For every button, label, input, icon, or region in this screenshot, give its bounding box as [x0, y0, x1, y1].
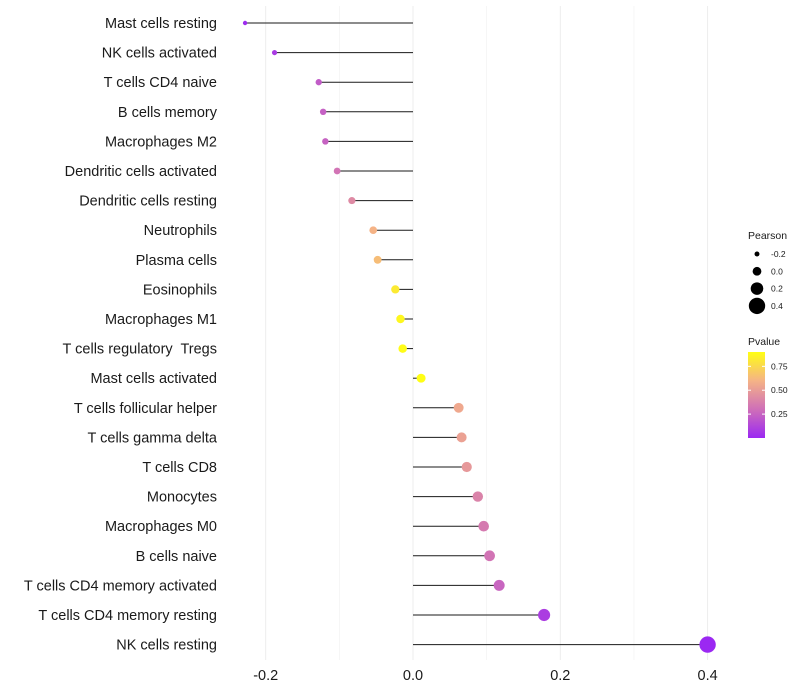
category-label: Macrophages M0: [105, 519, 217, 535]
colorbar-label: 0.25: [771, 409, 788, 419]
data-point: [538, 608, 551, 622]
size-legend-label: 0.4: [771, 301, 783, 311]
grid: [265, 6, 709, 660]
x-tick-label: 0.0: [403, 668, 423, 684]
data-point: [333, 167, 341, 175]
data-point: [416, 373, 426, 383]
data-point: [456, 432, 467, 443]
category-label: T cells CD8: [142, 460, 217, 476]
category-label: Eosinophils: [143, 282, 217, 298]
x-tick-label: 0.4: [698, 668, 718, 684]
size-legend-dot: [752, 266, 762, 276]
category-label: Neutrophils: [144, 223, 217, 239]
category-label: T cells gamma delta: [88, 430, 218, 446]
pearson-legend-title: Pearson: [748, 230, 787, 242]
category-label: Macrophages M2: [105, 134, 217, 150]
colorbar-label: 0.50: [771, 385, 788, 395]
size-legend-dot: [750, 282, 764, 295]
x-tick-label: 0.2: [550, 668, 570, 684]
category-label: NK cells resting: [116, 638, 217, 654]
pvalue-legend-title: Pvalue: [748, 336, 780, 348]
category-labels: Mast cells resting NK cells activated T ce…: [24, 16, 218, 654]
data-point: [319, 108, 327, 116]
x-axis-ticks: -0.2 0.0 0.2 0.4: [253, 668, 717, 684]
category-label: Mast cells activated: [90, 371, 217, 387]
category-label: Macrophages M1: [105, 312, 217, 328]
data-point: [493, 579, 505, 591]
data-point: [461, 461, 472, 473]
data-point: [348, 197, 356, 205]
size-legend-dot: [754, 251, 760, 257]
category-label: T cells CD4 naive: [104, 75, 217, 91]
data-point: [391, 285, 400, 294]
category-label: Plasma cells: [136, 253, 217, 269]
category-label: T cells CD4 memory activated: [24, 578, 217, 594]
size-legend-label: 0.0: [771, 266, 783, 276]
category-label: B cells memory: [118, 105, 218, 121]
data-point: [478, 520, 489, 532]
category-label: Mast cells resting: [105, 16, 217, 32]
data-point: [315, 79, 322, 86]
colorbar-label: 0.75: [771, 361, 788, 371]
x-tick-label: -0.2: [253, 668, 278, 684]
data-point: [373, 255, 382, 264]
pvalue-colorbar: [748, 352, 765, 438]
data-point: [484, 550, 495, 562]
dots: [242, 20, 716, 653]
category-label: Dendritic cells resting: [79, 194, 217, 210]
data-point: [699, 636, 716, 653]
category-label: T cells regulatory Tregs: [63, 342, 217, 358]
size-legend-label: -0.2: [771, 249, 786, 259]
pearson-legend: Pearson -0.2 0.0 0.2 0.4: [748, 230, 787, 315]
category-label: NK cells activated: [102, 46, 217, 62]
category-label: T cells follicular helper: [74, 401, 217, 417]
data-point: [472, 491, 484, 502]
category-label: B cells naive: [136, 549, 217, 565]
size-legend-label: 0.2: [771, 284, 783, 294]
category-label: Dendritic cells activated: [65, 164, 217, 180]
data-point: [271, 50, 278, 56]
data-point: [242, 20, 248, 26]
pvalue-legend: Pvalue 0.75 0.50 0.25: [748, 336, 788, 438]
category-label: Monocytes: [147, 490, 217, 506]
data-point: [369, 226, 378, 235]
stems: [245, 22, 708, 646]
size-legend-dot: [748, 297, 766, 315]
data-point: [396, 314, 405, 324]
data-point: [398, 344, 407, 353]
data-point: [322, 138, 329, 145]
category-label: T cells CD4 memory resting: [38, 608, 217, 624]
data-point: [453, 402, 464, 413]
